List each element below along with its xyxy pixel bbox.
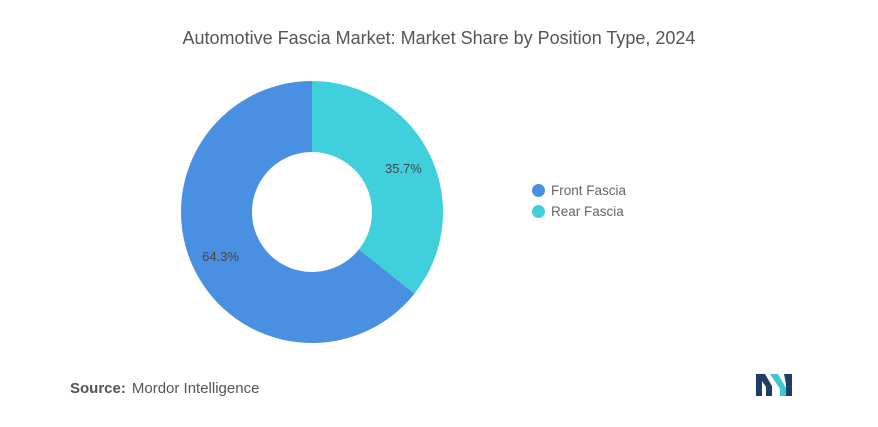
legend-swatch-front-fascia [532, 184, 545, 197]
source-label: Source: [70, 380, 126, 397]
mordor-intelligence-logo-icon [756, 374, 792, 396]
legend-swatch-rear-fascia [532, 205, 545, 218]
legend: Front Fascia Rear Fascia [532, 180, 626, 222]
legend-item-rear-fascia: Rear Fascia [532, 201, 626, 222]
slice-rear-fascia [312, 81, 443, 294]
legend-item-front-fascia: Front Fascia [532, 180, 626, 201]
source-text: Mordor Intelligence [131, 380, 260, 397]
slice-front-fascia [181, 81, 415, 343]
slice-label-rear-fascia: 35.7% [385, 161, 422, 176]
slice-label-front-fascia: 64.3% [202, 249, 239, 264]
legend-label-rear-fascia: Rear Fascia [551, 204, 624, 219]
source-note: Source: Mordor Intelligence [70, 380, 259, 397]
legend-label-front-fascia: Front Fascia [551, 183, 627, 198]
chart-title: Automotive Fascia Market: Market Share b… [182, 28, 696, 48]
